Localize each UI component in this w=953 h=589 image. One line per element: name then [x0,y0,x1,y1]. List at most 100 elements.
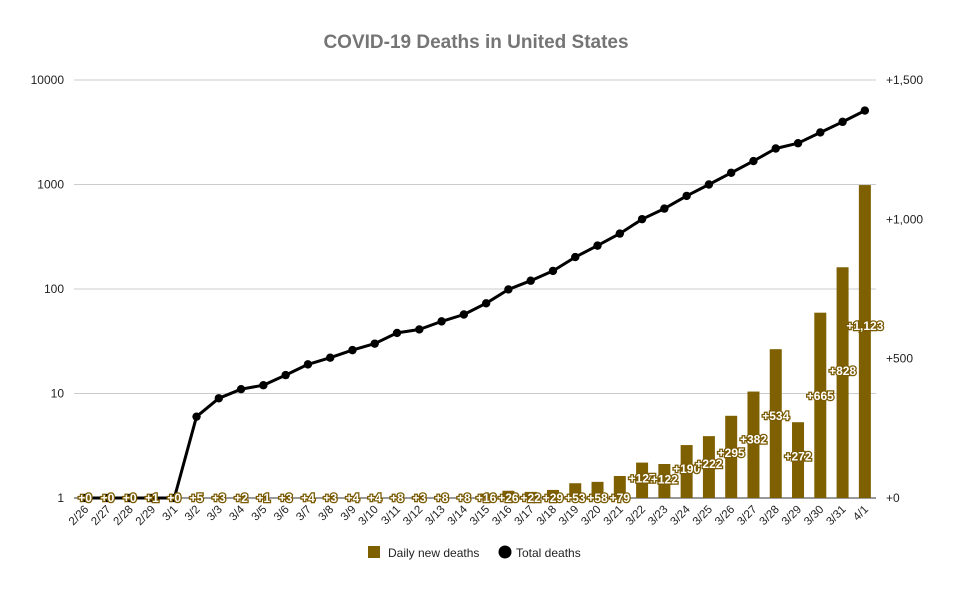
bar [413,497,426,498]
bar-data-label: +534 [762,409,789,423]
y-left-tick-label: 10 [51,387,65,401]
bar [747,391,760,498]
bar-data-label: +26 [498,491,519,505]
line-point [103,493,112,503]
bar [569,483,582,498]
bar-data-label: +4 [368,491,382,505]
x-axis-labels: 2/262/272/282/29 3/1 3/2 3/3 3/4 3/5 3/6 3/7 3/8… [67,503,871,528]
x-tick-label: 3/2 [183,504,203,524]
legend-swatch-daily-new-deaths [368,546,380,558]
bar-data-label: +0 [101,491,115,505]
bar [301,496,314,498]
line-point [392,328,402,338]
y-axis-left: 1 10 100 1000 10000 [31,73,65,505]
bar [457,495,470,498]
line-point [726,168,736,177]
bar-data-label: +0 [78,491,92,505]
bar-data-label: +122 [651,472,678,486]
x-tick-label: 3/31 [824,504,848,528]
line-point [660,204,669,213]
line-point [682,191,691,201]
bar [658,464,671,498]
legend: Daily new deaths Total deaths [368,545,581,560]
bar-data-label: +22 [521,491,542,505]
line-point [80,493,90,503]
x-tick-label: 3/17 [512,504,536,528]
x-tick-label: 3/7 [294,504,314,524]
line-point [615,229,625,238]
bar [391,495,404,498]
y-right-tick-label: +1,000 [886,212,923,226]
x-tick-label: 3/28 [758,504,782,528]
line-point [214,394,224,403]
x-tick-label: 3/23 [646,504,670,528]
y-right-tick-label: +1,500 [886,73,923,87]
x-tick-label: 3/3 [205,504,225,524]
bar-data-label: +382 [740,432,767,446]
x-tick-label: 3/9 [339,504,359,524]
line-point [637,214,647,224]
bar [836,267,849,498]
bar-data-labels: +0 +0 +0 +1 +0 +5 +3 +2 +1 +3 +4 +3 +4 +4 +8 +3 +8 +8 +16 +… [77,318,885,507]
bar [212,497,225,498]
bar-data-label: +16 [476,491,497,505]
bar [858,185,871,499]
line-point [281,370,290,380]
bar-data-label: +29 [543,491,564,505]
bar-data-label: +58 [587,491,608,505]
bar-data-label: +79 [610,491,631,505]
x-tick-label: 2/27 [89,504,113,528]
line-point [793,139,803,148]
x-tick-label: 3/14 [446,503,471,528]
x-tick-label: 3/20 [579,504,603,528]
x-tick-label: 2/29 [134,504,158,528]
bar-data-label: +4 [301,491,315,505]
line-point [459,310,469,319]
line-point [437,317,446,326]
y-axis-right: +0 +500 +1,000 +1,500 [886,73,923,505]
x-tick-label: 3/15 [468,504,492,528]
gridlines [74,79,876,499]
line-point [147,493,157,503]
y-right-tick-label: +0 [886,491,900,505]
bar-data-label: +828 [829,364,856,378]
bar-data-label: +8 [457,491,471,505]
x-tick-label: 3/13 [423,504,447,528]
bar-data-label: +0 [123,491,137,505]
bar-data-label: +272 [785,449,812,463]
total-deaths-line [80,106,870,503]
x-tick-label: 3/18 [535,504,559,528]
x-tick-label: 3/30 [802,504,826,528]
x-tick-label: 3/10 [357,504,381,528]
bar [769,349,782,498]
line-point [125,493,134,503]
bar [524,491,537,498]
line-point [481,299,491,308]
bar [725,415,738,498]
line-point [504,285,513,294]
bar-data-label: +8 [435,491,449,505]
y-left-tick-label: 100 [44,282,64,296]
bar-data-label: +1,123 [846,319,883,333]
legend-swatch-total-deaths [498,545,512,559]
line-point [325,353,335,362]
bar-data-label: +3 [212,491,226,505]
bar [346,496,359,498]
bar-data-label: +1 [257,491,271,505]
line-point [838,117,847,127]
bar-data-label: +665 [807,389,834,403]
y-left-tick-label: 1 [57,491,64,505]
bar-data-label: +3 [279,491,293,505]
x-tick-label: 3/19 [557,504,581,528]
line-point [348,345,357,355]
bar-data-label: +1 [145,491,159,505]
bar-data-label: +3 [412,491,426,505]
bar-data-label: +8 [390,491,404,505]
legend-label-daily-new-deaths: Daily new deaths [388,546,479,560]
chart-title: COVID-19 Deaths in United States [323,32,628,53]
line-point [771,144,780,153]
line-point [303,360,313,369]
daily-new-deaths-bars [145,185,871,499]
x-tick-label: 4/1 [851,504,871,524]
x-tick-label: 3/25 [691,504,715,528]
